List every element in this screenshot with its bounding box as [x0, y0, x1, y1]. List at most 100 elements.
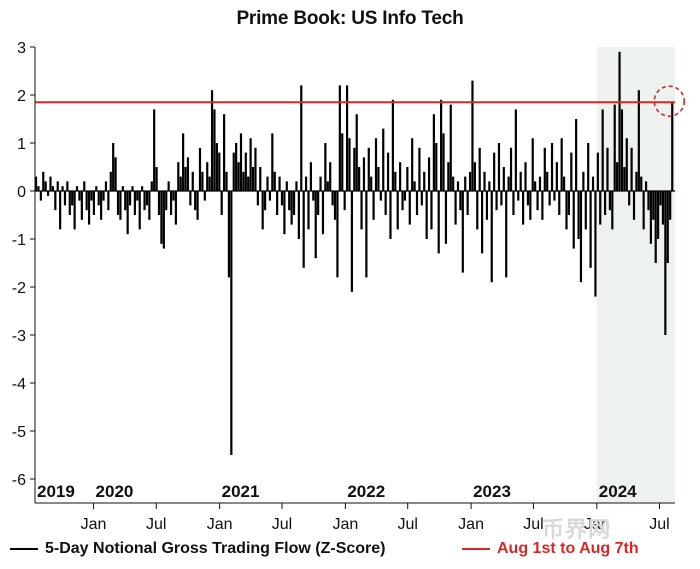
bar [386, 152, 390, 191]
bar [505, 191, 508, 278]
y-tick-label: -5 [12, 424, 26, 441]
bar [194, 191, 197, 211]
bar [408, 191, 411, 225]
legend: 5-Day Notional Gross Trading Flow (Z-Sco… [10, 540, 700, 562]
bar [326, 181, 329, 191]
bar [647, 191, 650, 211]
legend-label-reference: Aug 1st to Aug 7th [497, 540, 639, 557]
bar [355, 114, 358, 191]
bar [242, 171, 245, 191]
bar [302, 191, 305, 268]
bar [235, 143, 238, 191]
bar [625, 138, 628, 191]
bar [201, 171, 204, 191]
bar [394, 171, 397, 191]
bar [488, 181, 491, 191]
bar [478, 147, 481, 191]
bar [271, 133, 274, 191]
bar [613, 104, 616, 191]
bar [206, 162, 209, 191]
bar [565, 191, 568, 230]
bar [603, 191, 607, 215]
bar [572, 191, 575, 249]
bar [143, 191, 146, 211]
bar [524, 162, 527, 191]
bar [454, 191, 457, 225]
bar [411, 138, 414, 191]
bar [174, 191, 177, 225]
bar [131, 186, 134, 191]
bar [263, 191, 267, 211]
bar [601, 109, 604, 191]
bar [251, 167, 255, 191]
watermark: 币界网 [542, 517, 612, 542]
bar [232, 152, 235, 191]
bar [661, 191, 665, 225]
x-tick-label: Jul [272, 516, 292, 533]
bar [80, 191, 83, 220]
legend-item-flow: 5-Day Notional Gross Trading Flow (Z-Sco… [10, 540, 385, 558]
bar [423, 171, 426, 191]
bar [558, 191, 561, 215]
bar [307, 191, 310, 230]
bar [570, 152, 573, 191]
bar [401, 191, 404, 211]
highlight-region [596, 47, 675, 503]
bar [406, 167, 409, 191]
bar [324, 143, 327, 191]
bar [39, 191, 42, 201]
bar [353, 147, 356, 191]
bar [442, 133, 445, 191]
bar [548, 191, 551, 206]
bar [259, 167, 262, 191]
bar [391, 99, 394, 191]
chart-title: Prime Book: US Info Tech [236, 8, 464, 29]
bar [261, 191, 264, 230]
bar [529, 191, 532, 220]
bar [336, 191, 339, 278]
bar [671, 102, 674, 191]
x-tick-label: Jan [207, 516, 233, 533]
bar [509, 147, 513, 191]
bar [427, 157, 431, 191]
bar [73, 191, 76, 230]
bar [630, 147, 633, 191]
y-tick-label: -1 [12, 232, 26, 249]
bar [632, 191, 636, 220]
bar [560, 138, 563, 191]
bar [225, 171, 228, 191]
bar [321, 191, 325, 235]
bar [121, 186, 124, 191]
bar [331, 191, 334, 206]
bar [169, 191, 173, 215]
bar [56, 181, 59, 191]
bar [280, 191, 284, 206]
bar [297, 191, 300, 239]
bar [160, 191, 163, 244]
bar [343, 191, 346, 211]
bar [114, 157, 117, 191]
x-tick-label: Jul [649, 516, 669, 533]
bar [452, 176, 455, 191]
bar [165, 191, 168, 211]
bar [652, 191, 655, 220]
bar [145, 191, 149, 206]
bar [75, 186, 79, 191]
bar [278, 176, 281, 191]
bar [521, 191, 525, 225]
bar [268, 191, 272, 201]
bar [555, 162, 558, 191]
bar [223, 114, 226, 191]
bar [543, 147, 546, 191]
bar [476, 191, 479, 230]
highlight-2024-shade [596, 47, 675, 503]
bar [128, 191, 132, 206]
marker-circle [653, 85, 686, 117]
bar [317, 191, 320, 215]
bar [485, 191, 489, 220]
bar [189, 191, 192, 206]
y-tick-label: -3 [12, 328, 26, 345]
bar [329, 162, 332, 191]
bar [150, 181, 153, 191]
